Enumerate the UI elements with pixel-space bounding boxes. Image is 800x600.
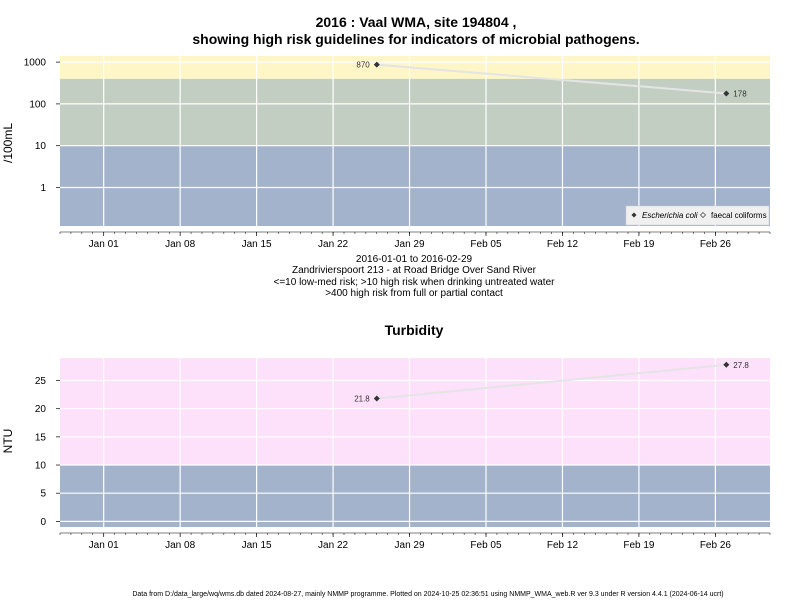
legend-faecal-label: faecal coliforms: [711, 211, 767, 220]
chart2-ytick-label-3: 15: [35, 432, 47, 443]
chart2-point-0: [373, 395, 380, 402]
chart1-subtitle-2: Zandrivierspoort 213 - at Road Bridge Ov…: [292, 265, 537, 276]
chart1-y-axis-label: /100mL: [1, 123, 15, 163]
chart2-point-1: [723, 361, 730, 368]
chart2-xtick-label-1: Jan 08: [165, 540, 195, 551]
chart1-xtick-label-5: Feb 05: [470, 239, 502, 250]
chart2-ytick-label-1: 5: [40, 489, 46, 500]
chart2-point-label-0: 21.8: [354, 395, 370, 404]
chart2-xtick-label-4: Jan 29: [395, 540, 425, 551]
chart2-xtick-label-8: Feb 26: [700, 540, 732, 551]
chart1-xtick-label-1: Jan 08: [165, 239, 195, 250]
chart2-series-line-0: [376, 363, 727, 400]
chart2-plot-area: 0 5 10 15 20 25 Jan 01 Jan 08 Jan 15 Jan 22 Jan 29…: [35, 358, 771, 551]
legend-ecoli-marker: [631, 212, 637, 218]
chart1-xtick-label-4: Jan 29: [395, 239, 425, 250]
chart2-xtick-label-5: Feb 05: [470, 540, 502, 551]
chart1-point-1: [723, 90, 730, 97]
legend-box: [625, 205, 770, 226]
chart2-ytick-label-0: 0: [40, 517, 46, 528]
chart1-ytick-label-1: 10: [35, 141, 47, 152]
chart1-xtick-label-3: Jan 22: [318, 239, 348, 250]
chart1-xtick-label-8: Feb 26: [700, 239, 732, 250]
chart2-point-label-1: 27.8: [733, 361, 749, 370]
chart2-ytick-label-4: 20: [35, 404, 47, 415]
chart2-y-axis-label: NTU: [1, 429, 15, 454]
chart1-legend: Escherichia coli faecal coliforms: [625, 205, 770, 226]
chart2-xtick-label-7: Feb 19: [623, 540, 655, 551]
chart1-series-line-0: [376, 63, 727, 95]
legend-ecoli-label: Escherichia coli: [642, 211, 698, 220]
chart1-point-label-0: 870: [356, 61, 370, 70]
chart1-point-0: [373, 61, 380, 68]
chart2-xtick-label-2: Jan 15: [242, 540, 272, 551]
chart1-title-line2: showing high risk guidelines for indicat…: [192, 31, 639, 47]
chart1-subtitle-1: 2016-01-01 to 2016-02-29: [356, 254, 473, 265]
chart1-xtick-label-0: Jan 01: [89, 239, 119, 250]
footer-note: Data from D:/data_large/wq/wms.db dated …: [132, 591, 723, 598]
chart2-band-0: [60, 465, 770, 527]
chart1-ytick-label-0: 1: [40, 183, 46, 194]
chart2-ytick-label-5: 25: [35, 376, 47, 387]
chart1-subtitle-4: >400 high risk from full or partial cont…: [325, 288, 503, 299]
chart2-xtick-label-3: Jan 22: [318, 540, 348, 551]
chart1-ytick-label-3: 1000: [24, 58, 47, 69]
chart2-xtick-label-6: Feb 12: [547, 540, 579, 551]
chart1-plot-area: 1 10 100 1000 Jan 01 Jan 08 Jan 15 Jan 22 Jan 29…: [24, 56, 771, 250]
chart1-xtick-label-7: Feb 19: [623, 239, 655, 250]
chart2-xtick-label-0: Jan 01: [89, 540, 119, 551]
legend-faecal-marker: [699, 211, 707, 219]
chart2-title: Turbidity: [385, 322, 444, 338]
chart1-subtitle-3: <=10 low-med risk; >10 high risk when dr…: [274, 277, 556, 288]
chart1-point-label-1: 178: [733, 89, 747, 98]
chart1-xtick-label-2: Jan 15: [242, 239, 272, 250]
chart1-title: 2016 : Vaal WMA, site 194804 ,: [316, 14, 517, 30]
chart2-band-1: [60, 358, 770, 466]
chart2-ytick-label-2: 10: [35, 461, 47, 472]
chart1-band-1: [60, 78, 770, 146]
chart1-ytick-label-2: 100: [29, 99, 46, 110]
chart1-xtick-label-6: Feb 12: [547, 239, 579, 250]
